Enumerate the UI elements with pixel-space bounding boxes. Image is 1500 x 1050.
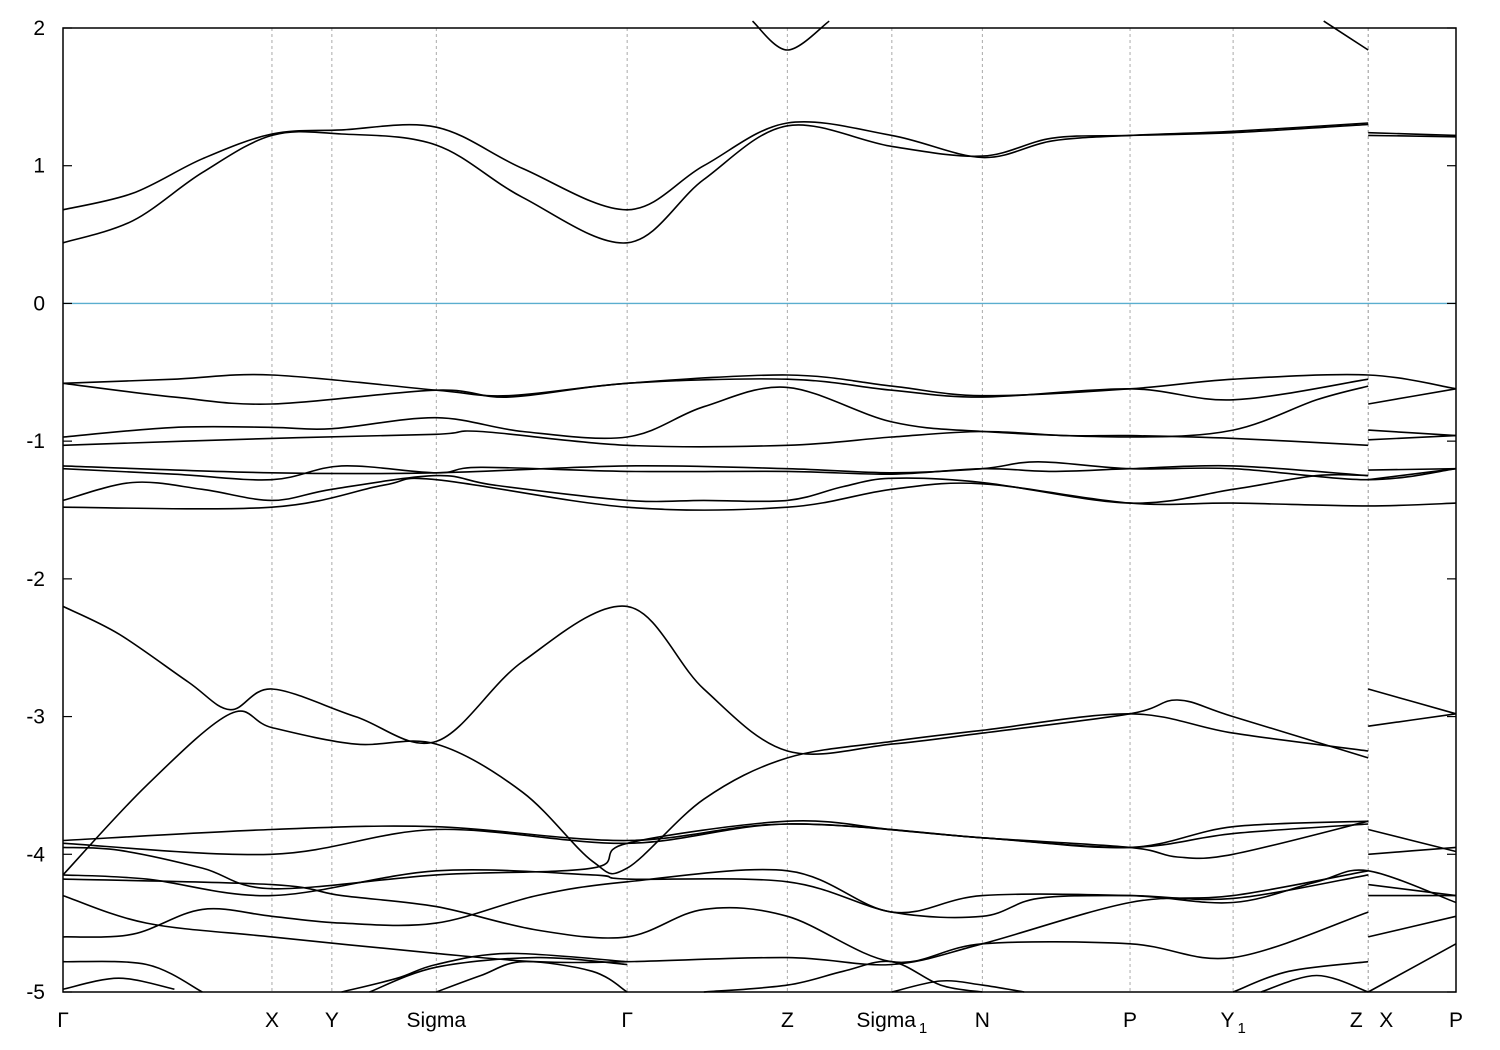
x-tick-label: Γ (57, 1009, 69, 1032)
bands (62, 20, 1457, 993)
band-line (62, 123, 1457, 244)
band-line (62, 467, 1457, 504)
band-line (62, 960, 203, 993)
grid-lines (271, 28, 1369, 992)
x-tick-label: P (1449, 1009, 1463, 1032)
x-axis: Γ X Y Sigma Γ Z Sigma 1 N P Y 1 Z X P (57, 1009, 1463, 1037)
y-tick-label: 1 (33, 155, 45, 178)
band-line (62, 605, 1457, 759)
band-line (62, 868, 1457, 938)
x-tick-label: P (1123, 1009, 1137, 1032)
band-line (62, 823, 1457, 856)
x-tick-label: Sigma 1 (856, 1009, 927, 1037)
band-line (62, 820, 1369, 890)
y-tick-label: 2 (33, 17, 45, 40)
x-tick-label: Γ (621, 1009, 633, 1032)
x-tick-label: Z (781, 1009, 794, 1032)
y-tick-label: -4 (26, 843, 45, 866)
band-line (62, 430, 1457, 448)
x-tick-label: Sigma (407, 1009, 467, 1032)
band-line (62, 977, 175, 990)
band-line (891, 979, 1025, 993)
band-line (1323, 20, 1369, 51)
x-tick-label: Z (1350, 1009, 1363, 1032)
x-tick-label: X (1379, 1009, 1393, 1032)
x-tick-label: X (265, 1009, 279, 1032)
band-line (1232, 960, 1369, 993)
band-line (341, 952, 628, 993)
y-axis: -5 -4 -3 -2 -1 0 1 2 (26, 17, 1456, 1004)
y-tick-label: -1 (26, 430, 45, 453)
plot-frame (62, 27, 1457, 993)
band-line (62, 710, 1457, 876)
band-line (703, 960, 983, 993)
band-line (436, 960, 628, 993)
y-tick-label: -5 (26, 981, 45, 1004)
band-line (1260, 974, 1369, 993)
band-line (62, 878, 1457, 964)
x-tick-label: N (975, 1009, 990, 1032)
band-line (62, 460, 1457, 481)
band-line (62, 477, 1457, 511)
band-line (369, 956, 628, 993)
y-tick-label: 0 (33, 292, 45, 315)
band-line (62, 870, 1456, 966)
x-tick-label: Y (325, 1009, 339, 1032)
band-line (751, 20, 830, 51)
band-line (62, 378, 1457, 405)
y-tick-label: -2 (26, 568, 45, 591)
band-line (62, 373, 1457, 397)
y-tick-label: -3 (26, 706, 45, 729)
band-line (1367, 943, 1457, 993)
